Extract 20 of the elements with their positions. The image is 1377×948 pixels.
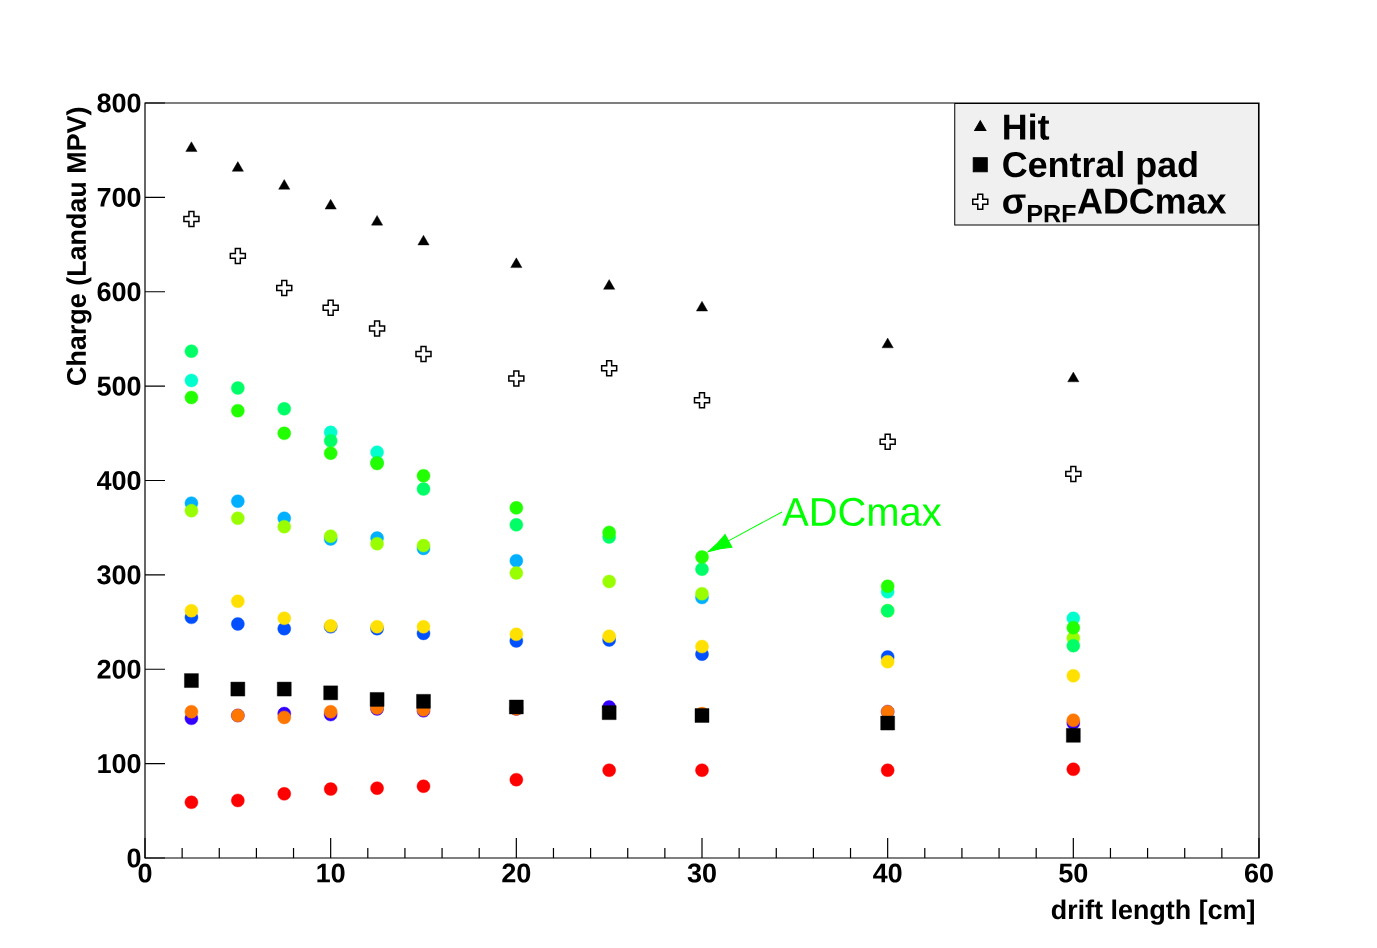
x-tick-label: 60 <box>1245 863 1273 883</box>
y-tick-label: 800 <box>97 93 141 113</box>
y-axis-title: Charge (Landau MPV) <box>66 107 92 385</box>
x-tick-label: 20 <box>502 863 531 883</box>
y-tick-label: 600 <box>97 282 141 302</box>
y-tick-label: 400 <box>97 470 141 491</box>
y-tick-label: 700 <box>97 187 141 207</box>
legend-label: Central pad <box>1003 150 1197 185</box>
y-tick-label: 100 <box>98 754 141 774</box>
x-tick-label: 40 <box>873 863 902 883</box>
x-axis-title: drift length [cm] <box>1051 899 1254 925</box>
legend-label: Hit <box>1004 113 1050 140</box>
y-tick-label: 200 <box>97 659 141 679</box>
legend-label: σ$_{PRF}$ADCmax <box>1003 188 1227 223</box>
annotation: ADCmax <box>782 497 942 527</box>
x-tick-label: 50 <box>1059 863 1088 883</box>
y-tick-label: 500 <box>97 376 141 396</box>
y-tick-label: 300 <box>97 565 141 585</box>
x-tick-label: 30 <box>687 863 716 883</box>
x-tick-label: 10 <box>317 863 345 883</box>
